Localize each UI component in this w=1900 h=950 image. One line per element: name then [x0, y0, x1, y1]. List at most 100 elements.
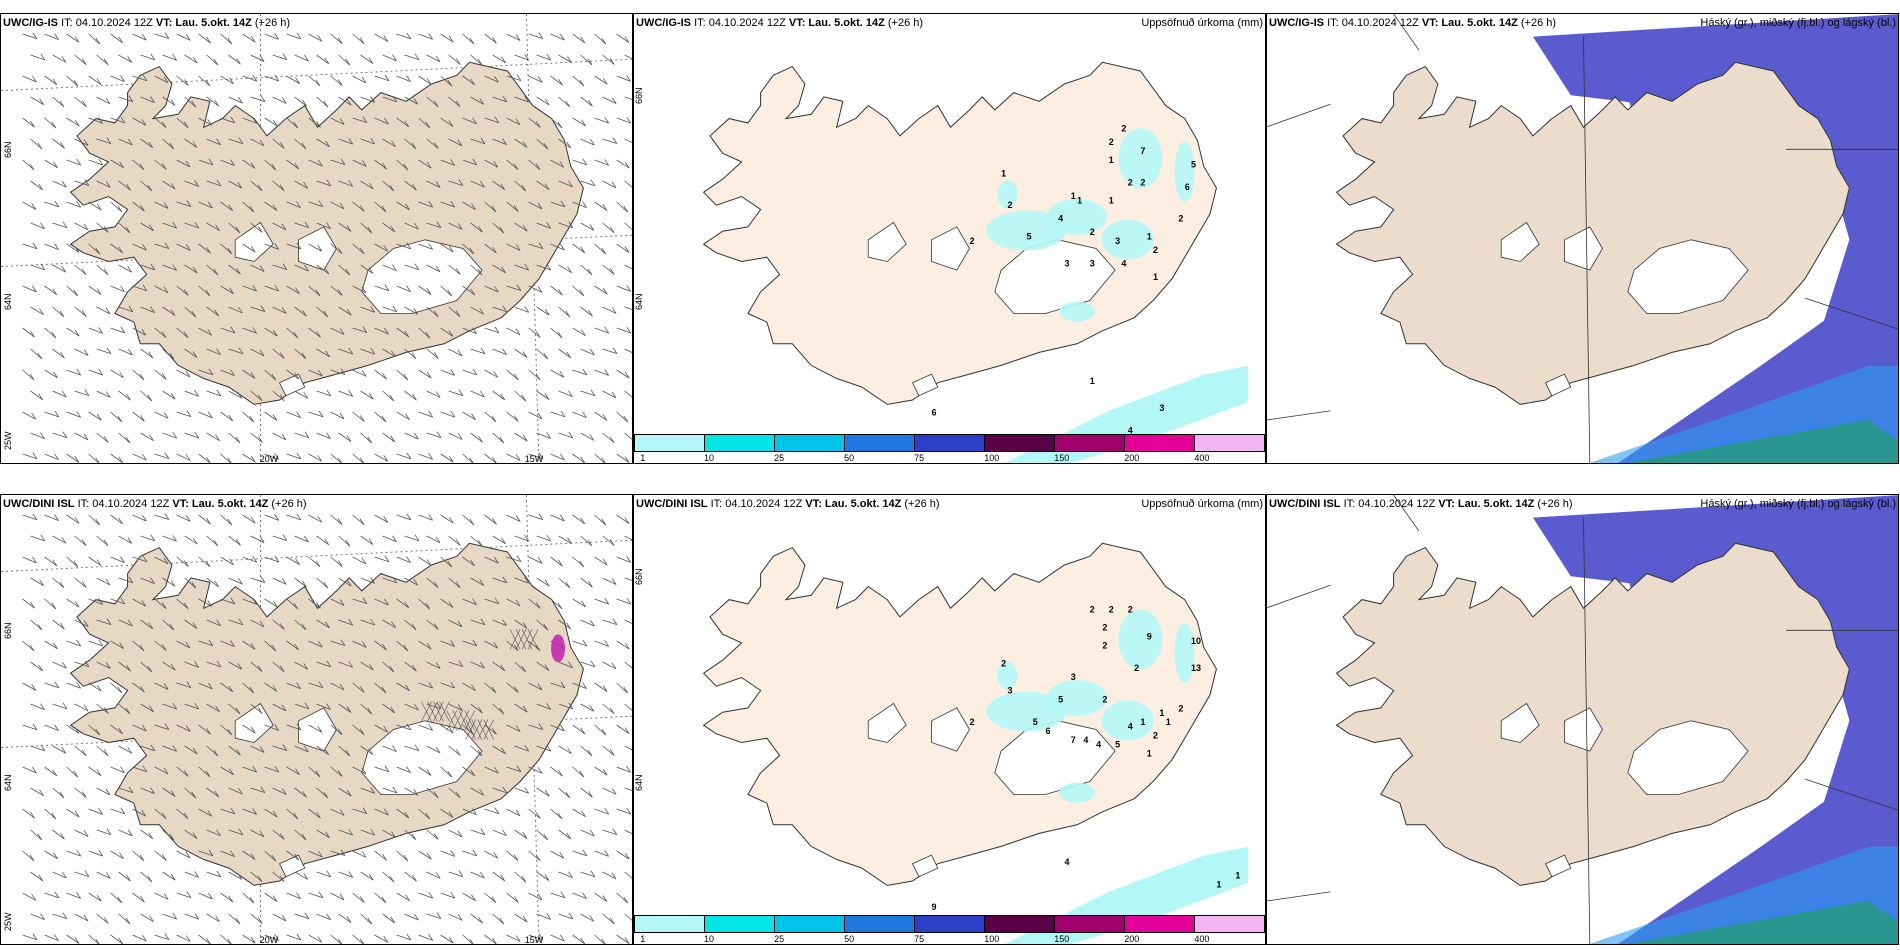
colorbar-ticks: 1 10 25 50 75 100 150 200 400 — [634, 453, 1265, 463]
precip-value: 3 — [1071, 672, 1076, 682]
lat-label: 66N — [634, 87, 644, 104]
panel-header: UWC/DINI ISL IT: 04.10.2024 12Z VT: Lau.… — [1269, 498, 1573, 511]
lead-time: (+26 h) — [887, 17, 924, 29]
wind-map — [1, 495, 632, 944]
lat-label: 64N — [3, 774, 13, 792]
precip-value: 3 — [1115, 236, 1120, 246]
precip-value: 1 — [1109, 195, 1114, 205]
valid-time: VT: Lau. 5.okt. 14Z — [155, 17, 252, 29]
glacier-outline — [867, 221, 907, 262]
model-name: UWC/IG-IS — [1269, 17, 1324, 29]
precip-value: 1 — [1090, 376, 1095, 386]
panel-header: UWC/IG-IS IT: 04.10.2024 12Z VT: Lau. 5.… — [1269, 17, 1556, 30]
glacier-outline — [911, 373, 939, 397]
colorbar-segment — [915, 916, 985, 932]
precip-value: 2 — [1153, 731, 1158, 741]
glacier-outline — [1564, 707, 1603, 752]
precip-value: 4 — [1096, 740, 1101, 750]
precip-value: 3 — [1007, 685, 1012, 695]
iceland-landmass — [1335, 61, 1850, 405]
precip-value: 5 — [1191, 159, 1196, 169]
precip-value: 1 — [1071, 191, 1076, 201]
init-time: IT: 04.10.2024 12Z — [694, 17, 786, 29]
precip-value: 2 — [1128, 604, 1133, 614]
model-name: UWC/DINI ISL — [3, 498, 75, 510]
colorbar-tick-label: 75 — [914, 934, 925, 944]
colorbar-tick-label: 10 — [704, 934, 715, 944]
colorbar-tick-label: 400 — [1194, 453, 1210, 463]
lon-label: 25W — [3, 912, 13, 931]
wind-barbs — [22, 32, 632, 463]
colorbar-segment — [775, 916, 845, 932]
model-name: UWC/DINI ISL — [1269, 498, 1341, 510]
precip-value: 2 — [1178, 703, 1183, 713]
lat-label: 64N — [3, 293, 13, 311]
colorbar-segment — [1055, 916, 1125, 932]
lat-label: 66N — [634, 568, 644, 585]
precip-panel-ig-is: 1 2 2 2 1 7 5 6 2 2 1 1 1 2 4 2 5 3 1 2 3 3 4 1 2 1 3 6 4 1 10 25 50 75 10… — [633, 13, 1266, 464]
colorbar-segment — [1055, 435, 1125, 451]
precip-value: 2 — [1090, 604, 1095, 614]
precip-value: 7 — [1140, 146, 1145, 156]
precip-value: 1 — [1216, 879, 1221, 889]
precip-value: 2 — [1134, 663, 1139, 673]
precip-value: 9 — [1147, 631, 1152, 641]
precip-value: 13 — [1191, 663, 1201, 673]
colorbar-tick-label: 200 — [1124, 934, 1140, 944]
glacier-outline — [867, 702, 907, 743]
projection-lines — [1267, 495, 1898, 944]
colorbar-ticks: 1 10 25 50 75 100 150 200 400 — [634, 934, 1265, 944]
projection-lines — [1267, 14, 1898, 463]
valid-time: VT: Lau. 5.okt. 14Z — [172, 498, 269, 510]
colorbar-segment — [1195, 916, 1264, 932]
panel-header: UWC/IG-IS IT: 04.10.2024 12Z VT: Lau. 5.… — [636, 17, 923, 30]
precip-value: 5 — [1033, 717, 1038, 727]
colorbar-segment — [985, 916, 1055, 932]
precip-value: 1 — [1140, 717, 1145, 727]
init-time: IT: 04.10.2024 12Z — [1343, 498, 1436, 510]
colorbar-tick-label: 10 — [704, 453, 715, 463]
colorbar-tick-label: 100 — [984, 934, 1000, 944]
glacier-outline — [1500, 221, 1540, 262]
glacier-outline — [1500, 702, 1540, 743]
lon-label: 15W — [524, 454, 544, 464]
colorbar-segment — [635, 916, 705, 932]
model-name: UWC/IG-IS — [3, 17, 58, 29]
precip-value: 7 — [1071, 735, 1076, 745]
precip-value: 2 — [1109, 137, 1114, 147]
precip-value: 10 — [1191, 636, 1201, 646]
lat-label: 66N — [3, 141, 13, 158]
valid-time: VT: Lau. 5.okt. 14Z — [1421, 17, 1518, 29]
colorbar-segment — [1125, 435, 1195, 451]
precip-colorbar — [634, 915, 1265, 933]
precip-value: 9 — [932, 902, 937, 912]
precip-value: 2 — [1153, 245, 1158, 255]
precip-value: 2 — [969, 717, 974, 727]
iceland-landmass — [69, 542, 584, 886]
iceland-landmass — [69, 61, 584, 405]
lon-label: 25W — [3, 431, 13, 450]
colorbar-segment — [915, 435, 985, 451]
colorbar-segment — [635, 435, 705, 451]
field-title: Háský (gr.), miðský (fj.bl.) og lágský (… — [1700, 498, 1896, 510]
precip-value: 2 — [1090, 227, 1095, 237]
colorbar-segment — [1195, 435, 1264, 451]
glacier-outline — [1627, 720, 1749, 795]
precip-spot — [551, 634, 566, 663]
precip-value: 2 — [1102, 640, 1107, 650]
precip-value: 1 — [1166, 717, 1171, 727]
model-name: UWC/IG-IS — [636, 17, 691, 29]
model-name: UWC/DINI ISL — [636, 498, 708, 510]
precip-value: 4 — [1121, 259, 1126, 269]
precip-value: 1 — [1001, 168, 1006, 178]
colorbar-segment — [845, 435, 915, 451]
cloud-map — [1267, 14, 1898, 463]
wind-map — [1, 14, 632, 463]
precip-value: 2 — [1102, 622, 1107, 632]
glacier-outline — [278, 854, 306, 878]
precip-value: 1 — [1159, 708, 1164, 718]
valid-time: VT: Lau. 5.okt. 14Z — [805, 498, 902, 510]
glacier-outline — [911, 854, 939, 878]
precip-value: 4 — [1128, 722, 1133, 732]
